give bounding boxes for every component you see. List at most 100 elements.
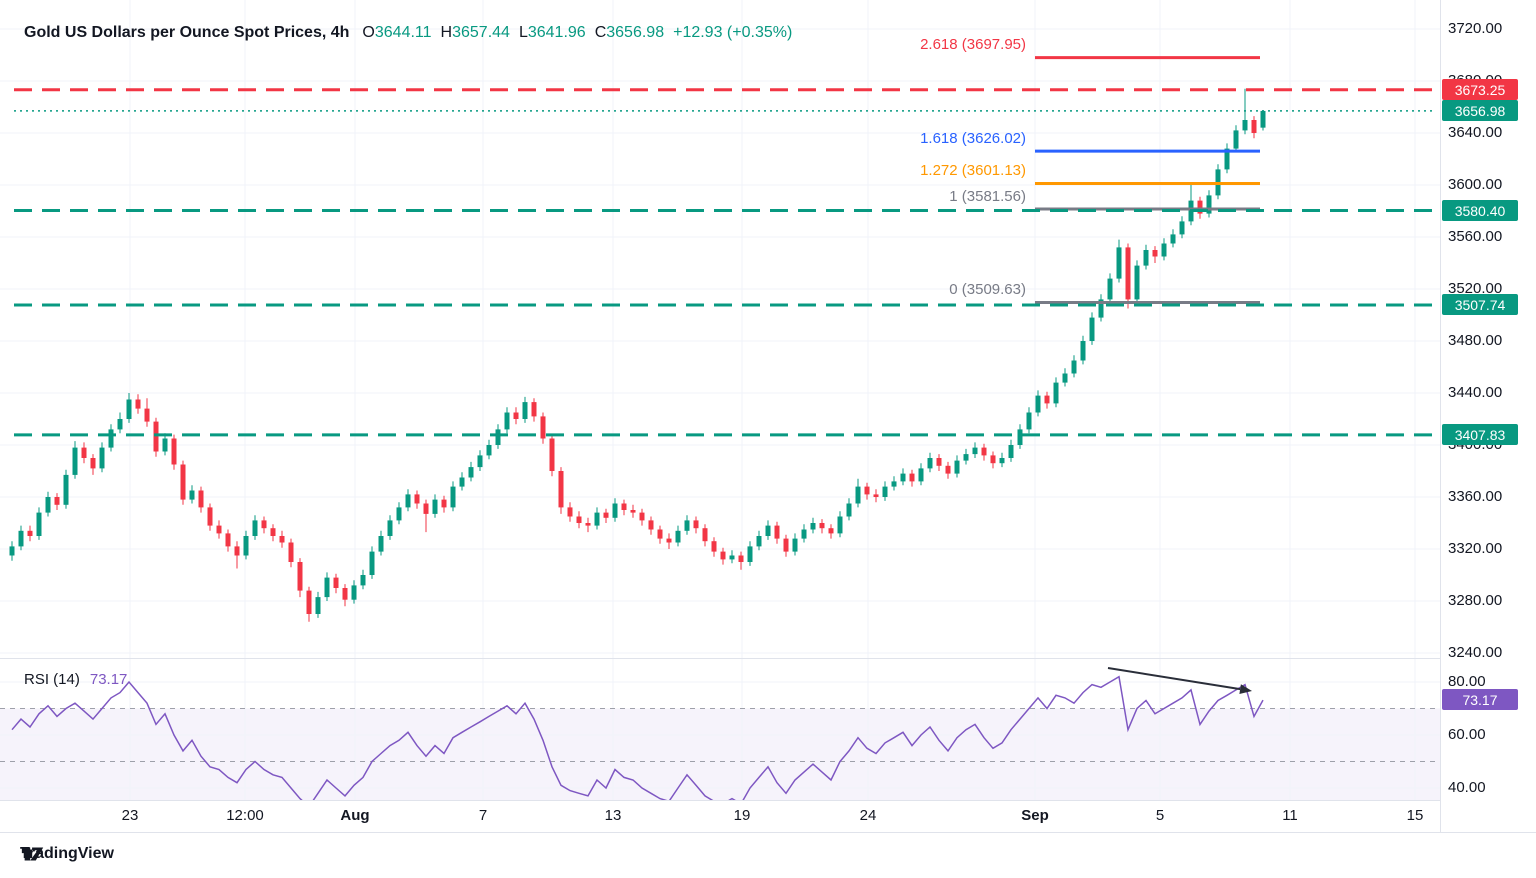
candle xyxy=(288,542,294,562)
candle xyxy=(945,465,951,474)
bottom-divider xyxy=(0,832,1536,833)
candle xyxy=(1233,130,1239,149)
candle xyxy=(882,486,888,497)
candle xyxy=(684,520,690,531)
level-badge-3407: 3407.83 xyxy=(1442,424,1518,445)
candle xyxy=(792,538,798,552)
price-axis-tick: 3560.00 xyxy=(1448,228,1503,245)
price-axis-tick: 3280.00 xyxy=(1448,592,1503,609)
time-axis-tick-7: 7 xyxy=(478,807,488,824)
candle xyxy=(1260,110,1266,128)
rsi-timeaxis-divider xyxy=(0,800,1536,801)
price-rsi-divider[interactable] xyxy=(0,658,1536,659)
tradingview-logo-icon xyxy=(21,847,44,861)
level-badge-3580: 3580.40 xyxy=(1442,200,1518,221)
tradingview-logo-text: TradingView xyxy=(20,845,114,862)
rsi-axis-tick: 80.00 xyxy=(1448,673,1486,690)
candle xyxy=(360,575,366,586)
time-axis-tick-15: 15 xyxy=(1406,807,1424,824)
rsi-pane[interactable] xyxy=(0,659,1440,800)
candle xyxy=(297,562,303,591)
current-price-badge: 3656.98 xyxy=(1442,100,1518,121)
candle xyxy=(900,473,906,482)
price-axis-tick: 3440.00 xyxy=(1448,384,1503,401)
trend-arrow[interactable] xyxy=(1107,667,1241,691)
candle xyxy=(1143,250,1149,266)
rsi-band xyxy=(0,708,1440,800)
rsi-axis-tick: 60.00 xyxy=(1448,726,1486,743)
candle xyxy=(1026,412,1032,430)
candle xyxy=(1125,247,1131,300)
symbol-title[interactable]: Gold US Dollars per Ounce Spot Prices, 4… xyxy=(24,24,350,41)
price-axis-tick: 3600.00 xyxy=(1448,176,1503,193)
candle xyxy=(603,512,609,518)
time-axis-tick-5: 5 xyxy=(1155,807,1165,824)
candle xyxy=(387,520,393,536)
candle xyxy=(441,499,447,508)
candle xyxy=(702,528,708,542)
candle xyxy=(1098,299,1104,318)
candle xyxy=(657,529,663,539)
candle xyxy=(495,429,501,445)
candle xyxy=(1035,395,1041,413)
candle xyxy=(162,438,168,452)
candle xyxy=(720,551,726,560)
candle xyxy=(396,507,402,521)
candle xyxy=(459,477,465,487)
candle xyxy=(468,467,474,478)
candle xyxy=(585,523,591,526)
candle xyxy=(270,528,276,536)
price-chart-pane[interactable] xyxy=(0,0,1440,658)
candle xyxy=(1107,278,1113,300)
candle xyxy=(648,520,654,530)
candle xyxy=(567,507,573,517)
time-axis[interactable]: 23 12:00 Aug 7 13 19 24 Sep 5 11 15 xyxy=(0,801,1440,831)
rsi-value-badge: 73.17 xyxy=(1442,689,1518,710)
candle xyxy=(423,503,429,514)
tradingview-logo[interactable]: TradingView xyxy=(20,845,114,863)
price-axis-tick: 3360.00 xyxy=(1448,488,1503,505)
rsi-axis-tick: 40.00 xyxy=(1448,779,1486,796)
open-value: O3644.11 xyxy=(362,24,432,41)
candle xyxy=(450,486,456,508)
price-axis-tick: 3240.00 xyxy=(1448,644,1503,661)
candle xyxy=(810,523,816,530)
price-axis-tick: 3320.00 xyxy=(1448,540,1503,557)
candle xyxy=(225,533,231,547)
candle xyxy=(630,510,636,513)
candle xyxy=(1251,120,1257,133)
candle xyxy=(783,538,789,552)
candle xyxy=(954,460,960,474)
candle xyxy=(279,536,285,543)
rsi-label[interactable]: RSI (14) xyxy=(24,671,80,688)
candle xyxy=(675,530,681,543)
candle xyxy=(999,458,1005,464)
candle xyxy=(828,528,834,534)
candle xyxy=(855,486,861,504)
candle xyxy=(729,555,735,560)
candle xyxy=(711,541,717,552)
candle xyxy=(342,588,348,600)
time-axis-tick-Aug: Aug xyxy=(340,807,370,824)
change-value: +12.93 (+0.35%) xyxy=(673,24,793,41)
candle xyxy=(558,471,564,508)
candle xyxy=(144,408,150,422)
candle xyxy=(756,536,762,547)
candle xyxy=(1152,250,1158,257)
candles[interactable] xyxy=(9,88,1266,622)
trend-arrow-head xyxy=(1239,684,1252,694)
candle xyxy=(738,555,744,562)
candle xyxy=(99,447,105,469)
time-axis-tick-24: 24 xyxy=(859,807,877,824)
candle xyxy=(45,497,51,513)
candle xyxy=(243,536,249,556)
candle xyxy=(1089,317,1095,341)
candle xyxy=(252,520,258,536)
candle xyxy=(747,546,753,562)
candle xyxy=(432,499,438,514)
candle xyxy=(108,429,114,448)
candle xyxy=(63,474,69,505)
candle xyxy=(621,503,627,510)
candle xyxy=(639,512,645,521)
high-value: H3657.44 xyxy=(440,24,510,41)
